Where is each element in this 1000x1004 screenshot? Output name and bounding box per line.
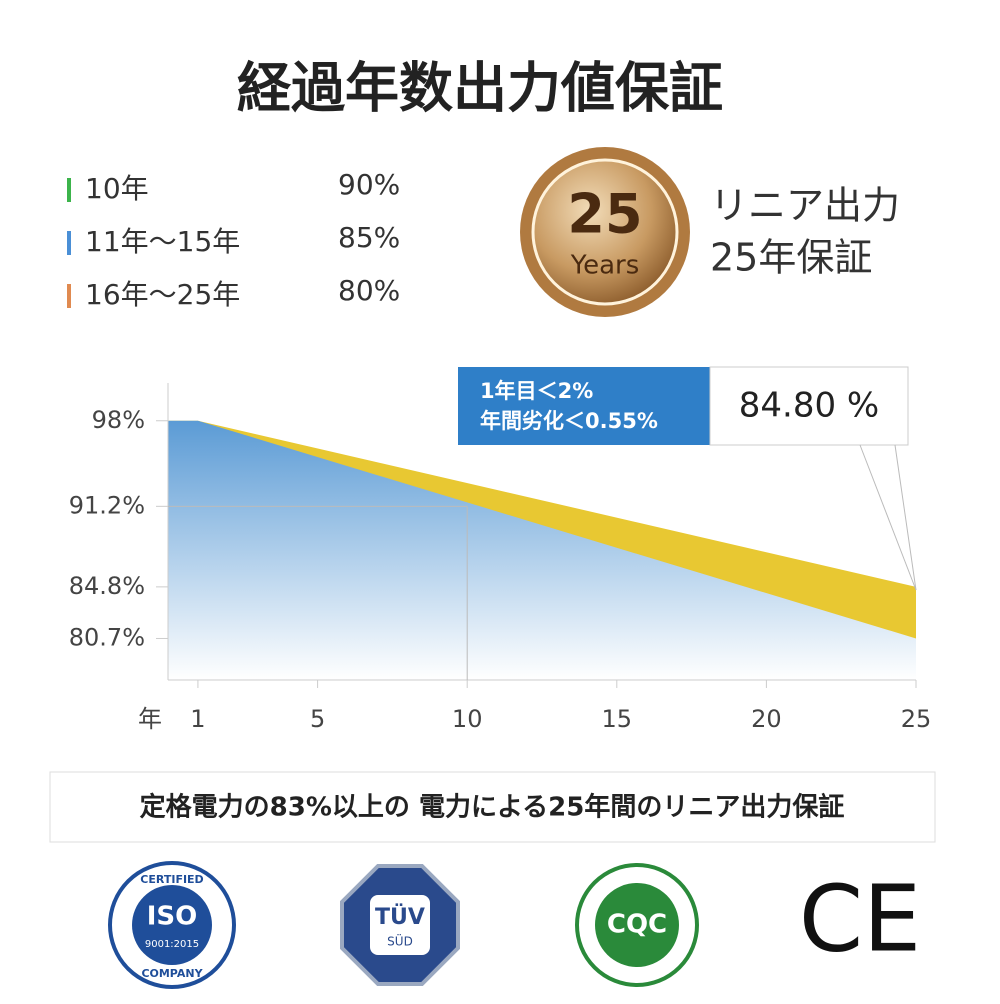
- iso-text: CERTIFIED: [140, 873, 203, 886]
- medal: [531, 158, 679, 306]
- annotation-box: [458, 367, 710, 445]
- cqc-logo-inner: [595, 883, 679, 967]
- callout-box: [709, 366, 909, 446]
- x-tick-label: 15: [602, 705, 633, 733]
- medal-unit: Years: [570, 251, 640, 281]
- legend-value: 85%: [338, 221, 400, 254]
- callout-line: [859, 444, 917, 591]
- tuv-text: SÜD: [387, 933, 413, 949]
- callout-line: [894, 444, 917, 591]
- cqc-text: CQC: [607, 910, 667, 940]
- legend-label: 16年〜25年: [85, 278, 240, 311]
- tuv-logo-inner: [370, 895, 430, 955]
- legend-marker: [67, 284, 71, 308]
- legend-label: 10年: [85, 172, 149, 205]
- iso-text: 9001:2015: [145, 939, 199, 950]
- legend-value: 90%: [338, 168, 400, 201]
- tuv-text: TÜV: [375, 904, 425, 930]
- badge-text: 25年保証: [710, 236, 872, 280]
- x-axis-label: 年: [138, 705, 162, 733]
- iso-text: COMPANY: [141, 967, 203, 980]
- badge-text: リニア出力: [710, 184, 900, 228]
- x-tick-label: 20: [751, 705, 782, 733]
- y-tick-label: 80.7%: [69, 623, 145, 651]
- callout: 84.80 %: [739, 386, 879, 426]
- x-tick-label: 25: [901, 705, 932, 733]
- legend-value: 80%: [338, 274, 400, 307]
- x-tick-label: 5: [310, 705, 325, 733]
- ce-logo: CE: [799, 865, 921, 972]
- title: 経過年数出力値保証: [237, 57, 723, 120]
- legend-marker: [67, 178, 71, 202]
- legend-marker: [67, 231, 71, 255]
- y-tick-label: 91.2%: [69, 491, 145, 519]
- iso-text: ISO: [147, 902, 198, 932]
- x-tick-label: 10: [452, 705, 483, 733]
- y-tick-label: 98%: [92, 406, 145, 434]
- annotation: 年間劣化＜0.55%: [480, 409, 658, 433]
- footer: 定格電力の83%以上の 電力による25年間のリニア出力保証: [140, 792, 845, 823]
- x-tick-label: 1: [190, 705, 205, 733]
- legend-label: 11年〜15年: [85, 225, 240, 258]
- footer-box: [49, 771, 936, 843]
- iso-logo-inner: [132, 885, 212, 965]
- area: [168, 420, 916, 680]
- y-tick-label: 84.8%: [69, 572, 145, 600]
- medal-number: 25: [567, 183, 642, 246]
- annotation: 1年目＜2%: [480, 379, 593, 403]
